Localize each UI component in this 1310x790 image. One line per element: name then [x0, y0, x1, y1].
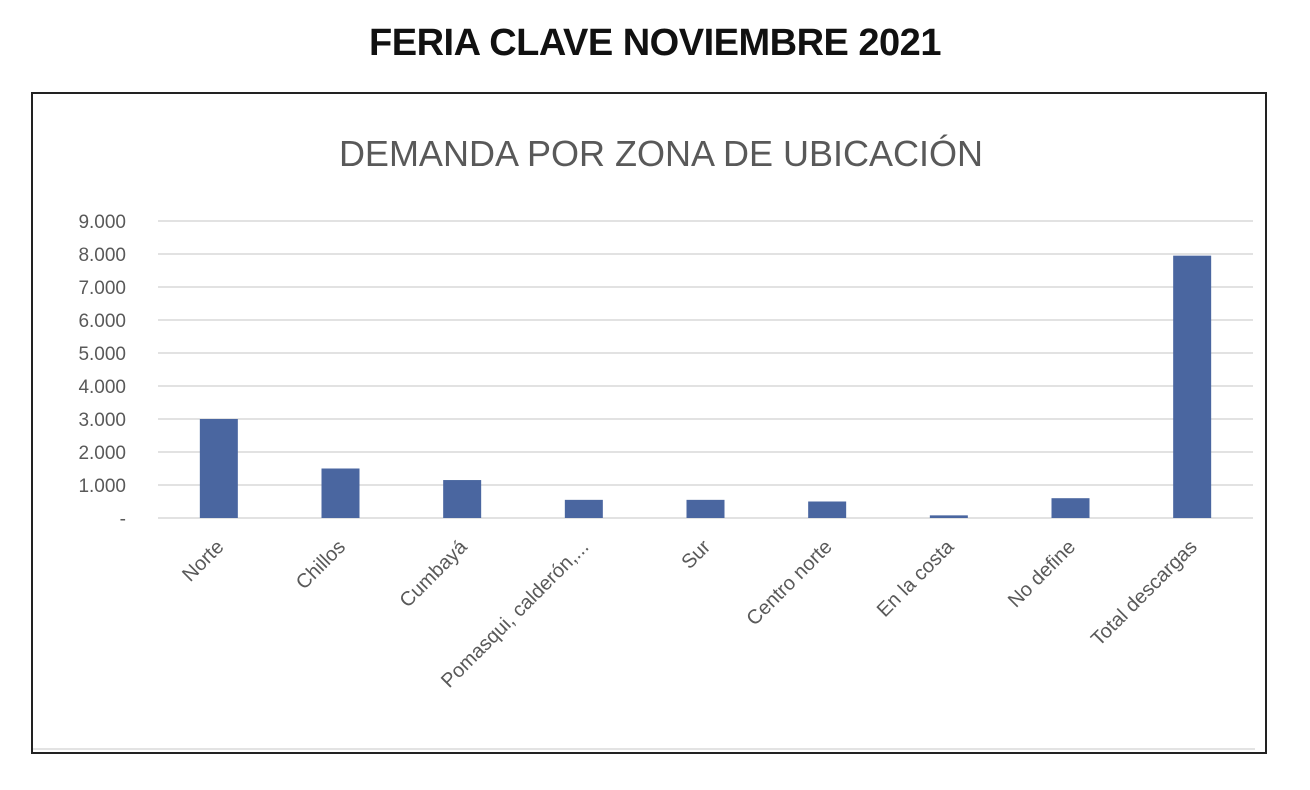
bars: [199, 255, 1212, 518]
y-tick-label: 1.000: [78, 476, 126, 497]
y-tick-label: 4.000: [78, 377, 126, 398]
y-tick-label: 7.000: [78, 278, 126, 299]
x-tick-label: Norte: [178, 536, 228, 586]
y-tick-label: 6.000: [78, 311, 126, 332]
x-tick-label: Centro norte: [743, 536, 837, 630]
y-axis-ticks: - 1.000 2.000 3.000 4.000 5.000 6.000 7.000 8.00…: [78, 212, 126, 530]
bar: [564, 499, 603, 518]
y-tick-label: 2.000: [78, 443, 126, 464]
bar: [321, 468, 360, 518]
x-tick-label: Total descargas: [1087, 536, 1202, 651]
bar: [808, 501, 847, 518]
y-tick-label: 3.000: [78, 410, 126, 431]
bar: [1173, 255, 1212, 518]
bar: [443, 480, 482, 518]
bar: [929, 515, 968, 518]
bar: [1051, 498, 1090, 518]
x-tick-label: Cumbayá: [396, 535, 473, 612]
chart-frame: DEMANDA POR ZONA DE UBICACIÓN - 1.000 2.00…: [31, 92, 1267, 754]
bar-chart: DEMANDA POR ZONA DE UBICACIÓN - 1.000 2.00…: [33, 133, 1255, 750]
page-title: FERIA CLAVE NOVIEMBRE 2021: [369, 22, 941, 64]
y-tick-label: -: [120, 509, 126, 530]
bar: [686, 499, 725, 518]
y-tick-label: 8.000: [78, 245, 126, 266]
x-tick-label: Chillos: [292, 536, 350, 594]
y-tick-label: 9.000: [78, 212, 126, 233]
bar: [199, 419, 238, 518]
y-tick-label: 5.000: [78, 344, 126, 365]
chart-title: DEMANDA POR ZONA DE UBICACIÓN: [339, 133, 983, 174]
x-tick-label: Sur: [677, 536, 715, 574]
x-tick-label: En la costa: [873, 535, 959, 621]
x-tick-label: No define: [1004, 536, 1080, 612]
